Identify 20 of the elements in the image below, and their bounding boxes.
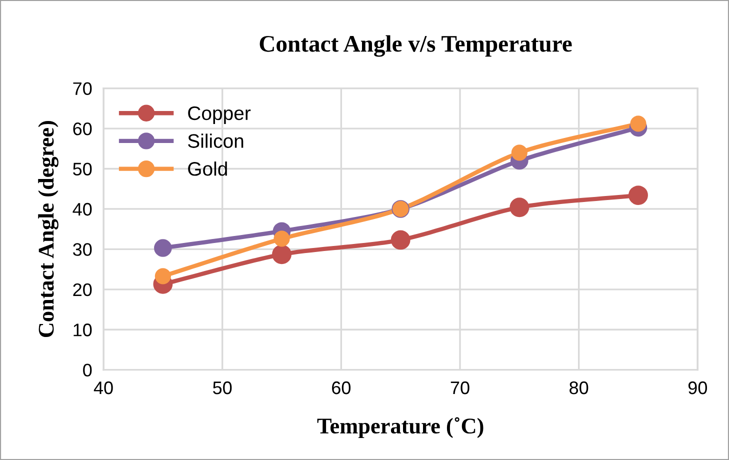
x-tick-label: 80 — [570, 381, 588, 394]
y-tick-label: 50 — [73, 162, 92, 176]
legend-label: Silicon — [188, 134, 244, 148]
y-tick-label: 0 — [83, 364, 92, 377]
y-tick-label: 20 — [73, 283, 92, 296]
x-tick-label: 60 — [332, 381, 351, 394]
legend-label: Copper — [188, 106, 251, 124]
x-axis-title: Temperature (˚C) — [317, 417, 484, 438]
x-tick-label: 40 — [94, 381, 113, 394]
y-tick-label: 10 — [74, 324, 92, 336]
y-tick-label: 60 — [73, 122, 92, 136]
x-tick-label: 90 — [688, 381, 707, 394]
x-tick-label: 70 — [450, 381, 470, 394]
chart-title: Contact Angle v/s Temperature — [260, 35, 572, 57]
y-tick-label: 40 — [72, 202, 92, 216]
y-tick-label: 70 — [73, 82, 92, 96]
legend-label: Gold — [188, 162, 227, 176]
y-axis-title: Contact Angle (degree) — [38, 121, 58, 338]
y-tick-label: 30 — [73, 243, 92, 256]
x-tick-label: 50 — [213, 381, 232, 394]
